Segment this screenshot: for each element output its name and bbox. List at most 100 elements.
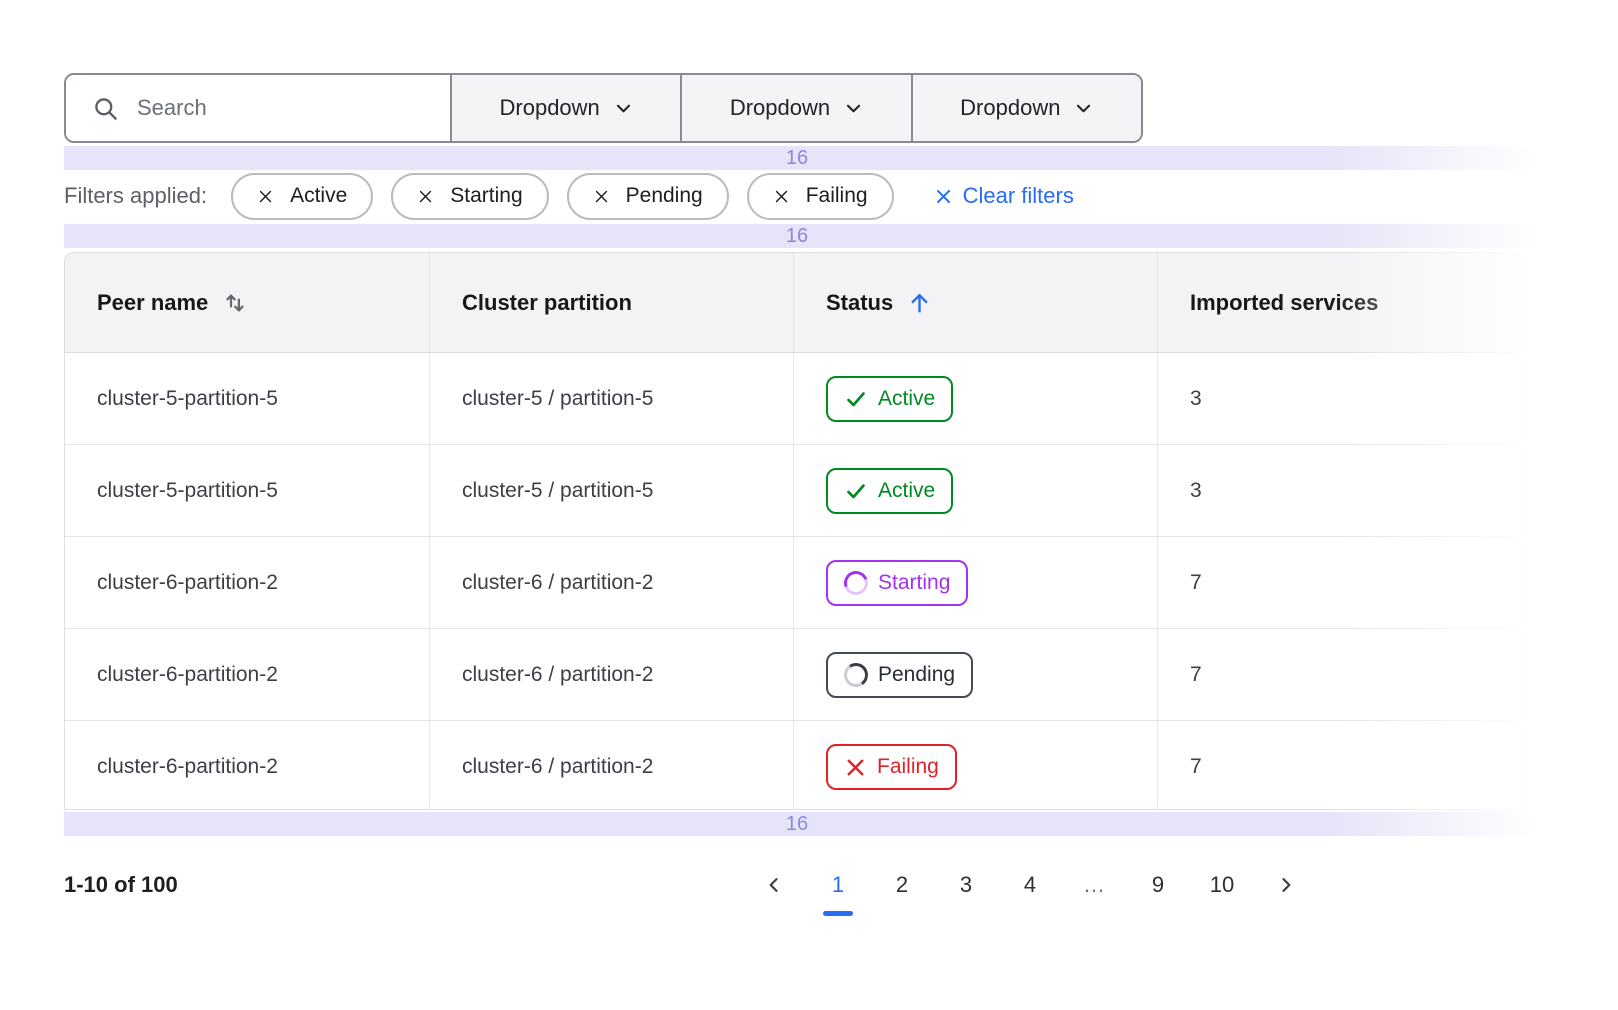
column-header-peer-name[interactable]: Peer name: [65, 253, 429, 352]
column-label: Cluster partition: [462, 289, 632, 315]
column-label: Peer name: [97, 289, 209, 315]
status-cell: Active: [793, 353, 1157, 444]
status-cell: Pending: [793, 629, 1157, 720]
imported-services-cell: 7: [1157, 537, 1523, 628]
filter-chip-label: Active: [290, 184, 348, 207]
page-button-2[interactable]: 2: [895, 872, 909, 897]
spacer-size-label: 16: [785, 813, 809, 835]
status-label: Starting: [878, 570, 951, 594]
search-input[interactable]: [135, 94, 436, 122]
remove-filter-icon[interactable]: [257, 188, 274, 205]
status-label: Active: [878, 386, 936, 410]
dropdown-label: Dropdown: [960, 95, 1061, 120]
column-header-imported-services[interactable]: Imported services: [1157, 253, 1523, 352]
filter-chip-label: Failing: [805, 184, 868, 207]
dropdown-button-1[interactable]: Dropdown: [450, 75, 681, 141]
applied-filters-row: Filters applied: Active Starting Pending: [64, 172, 1074, 220]
chevron-down-icon: [844, 99, 863, 118]
table-row: cluster-6-partition-2 cluster-6 / partit…: [65, 629, 1523, 721]
page-button-1[interactable]: 1: [806, 860, 870, 910]
spacer-bar: 16: [64, 224, 1530, 248]
remove-filter-icon[interactable]: [417, 188, 434, 205]
pagination-bar: 1-10 of 100 1 2 3 4 … 9 10: [64, 850, 1618, 920]
status-label: Failing: [877, 755, 939, 778]
imported-services-cell: 7: [1157, 629, 1523, 720]
results-summary: 1-10 of 100: [64, 872, 178, 897]
spacer-bar: 16: [64, 812, 1530, 836]
table-row: cluster-6-partition-2 cluster-6 / partit…: [65, 721, 1523, 809]
cluster-partition-cell: cluster-6 / partition-2: [429, 537, 793, 628]
column-label: Status: [826, 289, 894, 315]
clear-filters-x-icon: [934, 187, 953, 206]
table-row: cluster-5-partition-5 cluster-5 / partit…: [65, 445, 1523, 537]
spacer-size-label: 16: [785, 225, 809, 247]
status-label: Active: [878, 478, 936, 502]
dropdown-button-3[interactable]: Dropdown: [910, 75, 1141, 141]
filters-applied-label: Filters applied:: [64, 183, 208, 208]
table-row: cluster-6-partition-2 cluster-6 / partit…: [65, 537, 1523, 629]
peer-name-cell: cluster-6-partition-2: [97, 662, 278, 686]
page-button-9[interactable]: 9: [1151, 872, 1165, 897]
sort-updown-icon[interactable]: [222, 289, 249, 317]
page-button-4[interactable]: 4: [1023, 872, 1037, 897]
remove-filter-icon[interactable]: [773, 188, 790, 205]
previous-page-button[interactable]: [742, 860, 806, 910]
column-header-cluster-partition[interactable]: Cluster partition: [429, 253, 793, 352]
filter-chip-starting[interactable]: Starting: [391, 172, 549, 220]
status-cell: Failing: [793, 721, 1157, 809]
status-cell: Active: [793, 445, 1157, 536]
status-cell: Starting: [793, 537, 1157, 628]
cluster-partition-cell: cluster-6 / partition-2: [429, 629, 793, 720]
dropdown-label: Dropdown: [499, 95, 600, 120]
chevron-down-icon: [614, 99, 633, 118]
remove-filter-icon[interactable]: [593, 188, 610, 205]
status-badge-failing: Failing: [826, 744, 957, 790]
peers-table: Peer name Cluster partition Status: [64, 252, 1524, 810]
dropdown-button-2[interactable]: Dropdown: [680, 75, 911, 141]
search-field[interactable]: [66, 75, 450, 141]
status-label: Pending: [878, 662, 956, 686]
status-badge-active: Active: [826, 467, 954, 514]
peer-name-cell: cluster-5-partition-5: [97, 386, 278, 410]
filter-chip-label: Pending: [625, 184, 703, 207]
peer-name-cell: cluster-6-partition-2: [97, 570, 278, 594]
spacer-bar: 16: [64, 146, 1530, 170]
status-badge-starting: Starting: [826, 559, 969, 606]
page-button-3[interactable]: 3: [959, 872, 973, 897]
dropdown-label: Dropdown: [729, 95, 831, 120]
column-header-status[interactable]: Status: [793, 253, 1157, 352]
x-icon: [844, 756, 867, 779]
table-row: cluster-5-partition-5 cluster-5 / partit…: [65, 353, 1523, 445]
cluster-partition-cell: cluster-5 / partition-5: [429, 445, 793, 536]
filter-chip-active[interactable]: Active: [231, 172, 374, 220]
chevron-down-icon: [1074, 99, 1093, 118]
filter-chip-label: Starting: [450, 184, 523, 207]
page-navigation: 1 2 3 4 … 9 10: [742, 850, 1318, 920]
check-icon: [844, 387, 868, 411]
check-icon: [844, 479, 868, 503]
page-ellipsis: …: [1083, 872, 1105, 897]
clear-filters-link[interactable]: Clear filters: [934, 183, 1074, 209]
cluster-partition-cell: cluster-5 / partition-5: [429, 353, 793, 444]
cluster-partition-cell: cluster-6 / partition-2: [429, 721, 793, 809]
sort-asc-icon[interactable]: [907, 289, 932, 316]
page-button-10[interactable]: 10: [1209, 872, 1235, 897]
table-header-row: Peer name Cluster partition Status: [65, 253, 1523, 353]
status-badge-active: Active: [826, 375, 954, 422]
peer-name-cell: cluster-6-partition-2: [97, 755, 278, 778]
spacer-size-label: 16: [785, 147, 809, 169]
filter-chip-failing[interactable]: Failing: [746, 172, 894, 220]
filter-chip-pending[interactable]: Pending: [566, 172, 729, 220]
spinner-icon: [840, 566, 872, 599]
imported-services-cell: 7: [1157, 721, 1523, 809]
next-page-button[interactable]: [1254, 860, 1318, 910]
search-filter-toolbar: Dropdown Dropdown Dropdown: [64, 73, 1143, 143]
status-badge-pending: Pending: [826, 651, 974, 698]
imported-services-cell: 3: [1157, 353, 1523, 444]
spinner-icon: [842, 660, 870, 689]
imported-services-cell: 3: [1157, 445, 1523, 536]
clear-filters-label: Clear filters: [962, 183, 1074, 208]
column-label: Imported services: [1190, 289, 1379, 315]
search-icon: [92, 95, 119, 122]
peer-name-cell: cluster-5-partition-5: [97, 478, 278, 502]
